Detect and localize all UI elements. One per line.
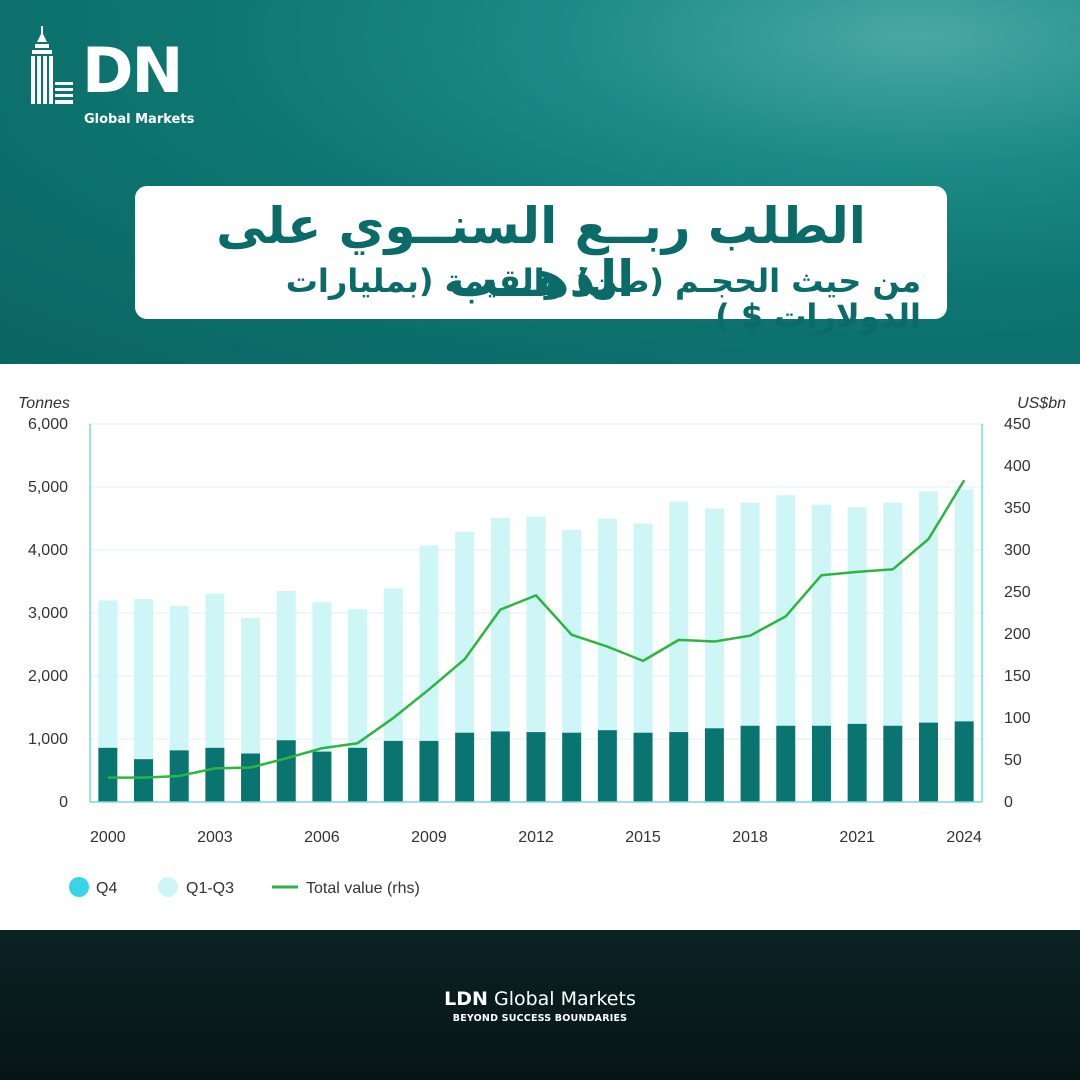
bar-q1-q3 bbox=[597, 518, 617, 731]
x-tick-label: 2000 bbox=[90, 829, 126, 846]
logo-wordmark: DN bbox=[82, 34, 183, 107]
bar-q1-q3 bbox=[740, 502, 760, 726]
y-left-tick-label: 3,000 bbox=[28, 605, 68, 622]
bar-q1-q3 bbox=[241, 618, 261, 754]
x-tick-label: 2003 bbox=[197, 829, 233, 846]
bar-q1-q3 bbox=[776, 495, 796, 726]
bar-q1-q3 bbox=[811, 504, 831, 726]
bar-q1-q3 bbox=[134, 599, 154, 760]
bar-q1-q3 bbox=[419, 545, 439, 741]
y-left-tick-label: 0 bbox=[59, 794, 68, 811]
bar-q4 bbox=[526, 732, 546, 802]
bar-q4 bbox=[776, 725, 796, 802]
bar-q1-q3 bbox=[455, 531, 475, 733]
gold-demand-chart: 0 1,000 2,000 3,000 4,000 5,000 6,000 0 50 100 150… bbox=[18, 395, 1066, 897]
bar-q4 bbox=[669, 732, 689, 802]
bar-q1-q3 bbox=[918, 491, 938, 723]
bar-q1-q3 bbox=[704, 508, 724, 729]
y-right-tick-label: 300 bbox=[1004, 542, 1031, 559]
y-left-axis-label: Tonnes bbox=[18, 395, 70, 412]
x-tick-label: 2015 bbox=[625, 829, 661, 846]
bar-q1-q3 bbox=[954, 489, 974, 722]
bar-q4 bbox=[419, 740, 439, 802]
bar-q4 bbox=[704, 728, 724, 802]
bar-q4 bbox=[918, 722, 938, 802]
page-title: الطلب ربــع السنــوي على الذهــب bbox=[216, 197, 866, 308]
x-tick-label: 2018 bbox=[732, 829, 768, 846]
footer-tagline: BEYOND SUCCESS BOUNDARIES bbox=[452, 1013, 628, 1024]
y-left-tick-label: 6,000 bbox=[28, 416, 68, 433]
y-left-tick-label: 4,000 bbox=[28, 542, 68, 559]
chart-panel: 0 1,000 2,000 3,000 4,000 5,000 6,000 0 50 100 150… bbox=[0, 364, 1080, 930]
bar-q4 bbox=[455, 732, 475, 802]
bar-q4 bbox=[241, 753, 261, 802]
logo-subtitle: Global Markets bbox=[84, 112, 195, 127]
bar-q1-q3 bbox=[526, 516, 546, 733]
bar-q4 bbox=[490, 731, 510, 802]
x-tick-label: 2021 bbox=[839, 829, 875, 846]
bar-q4 bbox=[954, 721, 974, 802]
legend-total-value-label: Total value (rhs) bbox=[306, 880, 420, 897]
bar-q4 bbox=[205, 747, 225, 802]
y-right-tick-label: 150 bbox=[1004, 668, 1031, 685]
y-right-tick-label: 50 bbox=[1004, 752, 1022, 769]
bar-q4 bbox=[883, 725, 903, 802]
bar-q4 bbox=[312, 751, 332, 802]
bar-q1-q3 bbox=[312, 602, 332, 752]
x-tick-label: 2009 bbox=[411, 829, 447, 846]
y-left-tick-label: 5,000 bbox=[28, 479, 68, 496]
bar-q1-q3 bbox=[883, 502, 903, 726]
bar-q4 bbox=[276, 740, 296, 802]
bar-q1-q3 bbox=[669, 501, 689, 733]
bar-q1-q3 bbox=[562, 529, 582, 733]
bar-q1-q3 bbox=[205, 593, 225, 748]
y-right-tick-label: 400 bbox=[1004, 458, 1031, 475]
bar-q1-q3 bbox=[276, 590, 296, 741]
header-banner: DN Global Markets الطلب ربــع السنــوي ع… bbox=[0, 0, 1080, 364]
page-subtitle: من حيث الحجـم (طن) والقيمة (بمليارات الد… bbox=[285, 262, 921, 336]
x-tick-label: 2012 bbox=[518, 829, 554, 846]
x-tick-label: 2024 bbox=[946, 829, 982, 846]
bar-q4 bbox=[348, 747, 368, 802]
legend-q4-swatch bbox=[69, 877, 89, 897]
y-right-tick-label: 200 bbox=[1004, 626, 1031, 643]
bar-q4 bbox=[597, 730, 617, 802]
bar-q1-q3 bbox=[383, 588, 403, 741]
bar-q1-q3 bbox=[847, 507, 867, 724]
bar-q1-q3 bbox=[348, 609, 368, 748]
legend-q4-label: Q4 bbox=[96, 880, 117, 897]
bar-q1-q3 bbox=[169, 606, 189, 751]
ldn-logo bbox=[28, 22, 198, 132]
y-left-tick-label: 2,000 bbox=[28, 668, 68, 685]
footer-brand-rest: Global Markets bbox=[487, 988, 636, 1010]
bar-q4 bbox=[562, 732, 582, 802]
skyscraper-icon bbox=[31, 26, 73, 104]
legend-q1-q3-label: Q1-Q3 bbox=[186, 880, 234, 897]
bar-q1-q3 bbox=[490, 517, 510, 732]
footer-brand: LDN Global Markets bbox=[0, 988, 1080, 1010]
bar-q4 bbox=[633, 732, 653, 802]
footer: LDN Global Markets BEYOND SUCCESS BOUNDA… bbox=[0, 930, 1080, 1080]
y-left-tick-label: 1,000 bbox=[28, 731, 68, 748]
bar-q4 bbox=[811, 725, 831, 802]
bar-q4 bbox=[134, 759, 154, 802]
title-box: الطلب ربــع السنــوي على الذهــب من حيث … bbox=[135, 186, 947, 334]
bar-q4 bbox=[98, 747, 118, 802]
bar-q1-q3 bbox=[98, 600, 118, 748]
footer-brand-bold: LDN bbox=[444, 988, 488, 1010]
y-right-axis-label: US$bn bbox=[1017, 395, 1066, 412]
bar-q1-q3 bbox=[633, 523, 653, 733]
bar-q4 bbox=[847, 723, 867, 802]
y-right-tick-label: 250 bbox=[1004, 584, 1031, 601]
legend-q1-q3-swatch bbox=[158, 877, 178, 897]
y-right-tick-label: 450 bbox=[1004, 416, 1031, 433]
y-right-tick-label: 350 bbox=[1004, 500, 1031, 517]
x-tick-label: 2006 bbox=[304, 829, 340, 846]
total-value-line bbox=[107, 479, 966, 779]
y-right-tick-label: 100 bbox=[1004, 710, 1031, 727]
bar-q4 bbox=[740, 725, 760, 802]
bar-q4 bbox=[383, 740, 403, 802]
y-right-tick-label: 0 bbox=[1004, 794, 1013, 811]
